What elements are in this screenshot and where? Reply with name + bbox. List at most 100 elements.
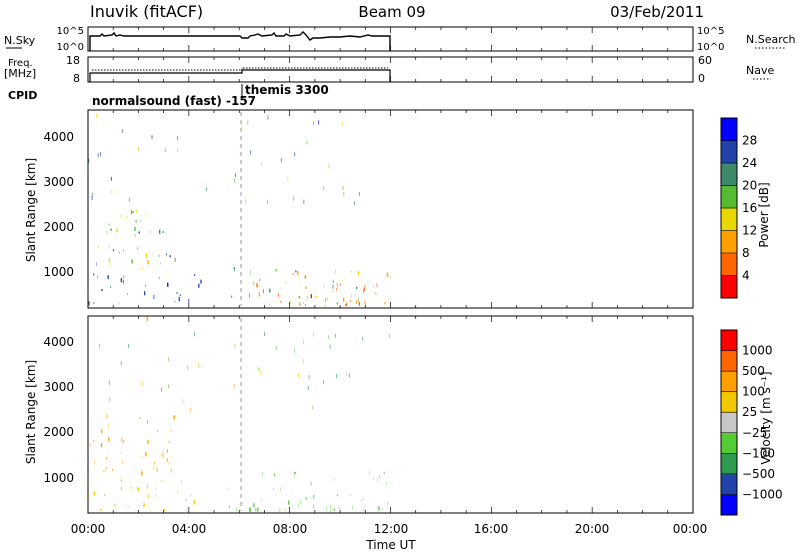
- data-cell: [110, 286, 112, 289]
- data-cell: [141, 471, 143, 476]
- velocity-cbar-tick-label: 1000: [742, 344, 773, 358]
- data-cell: [166, 457, 168, 462]
- data-cell: [185, 498, 187, 501]
- xtick-0400: 04:00: [172, 522, 207, 536]
- xtick-2000: 20:00: [575, 522, 610, 536]
- nave-trace: [92, 67, 388, 71]
- data-cell: [388, 333, 390, 338]
- velocity-cbar-swatch: [721, 371, 737, 393]
- axis-ticks: [87, 27, 694, 513]
- data-cell: [151, 135, 153, 140]
- data-cell: [256, 283, 258, 288]
- data-cell: [177, 136, 178, 141]
- data-cell: [298, 373, 299, 378]
- velocity-cbar-tick-label: −500: [742, 467, 775, 481]
- data-cell: [249, 507, 251, 512]
- data-cell: [323, 186, 325, 191]
- data-cell: [287, 176, 289, 181]
- data-cell: [166, 253, 168, 256]
- data-cell: [313, 332, 314, 337]
- data-cell: [92, 192, 93, 197]
- data-cell: [194, 273, 196, 276]
- data-cell: [336, 374, 337, 379]
- data-cell: [269, 288, 271, 293]
- power-cbar-label: Power [dB]: [757, 182, 771, 247]
- beam-title: Beam 09: [358, 3, 425, 21]
- data-cell: [386, 272, 388, 277]
- data-cell: [340, 283, 341, 286]
- data-cell: [146, 316, 148, 321]
- data-cell: [383, 471, 385, 474]
- data-cell: [299, 302, 301, 307]
- data-cell: [179, 294, 181, 297]
- data-cell: [162, 453, 164, 458]
- data-cell: [108, 437, 110, 442]
- data-cell: [198, 363, 200, 368]
- data-cell: [93, 491, 95, 496]
- power-cbar-swatch: [721, 140, 737, 164]
- data-cell: [310, 481, 312, 486]
- data-cell: [377, 505, 379, 508]
- xtick-1600: 16:00: [474, 522, 509, 536]
- data-cell: [277, 293, 279, 296]
- nave-tick-bottom: 0: [698, 72, 705, 85]
- velocity-cbar-tick-label: −1000: [742, 487, 783, 501]
- data-cell: [349, 373, 350, 378]
- xtick-2400: 00:00: [673, 522, 708, 536]
- data-cell: [141, 268, 143, 271]
- data-cell: [361, 499, 362, 502]
- data-cell: [343, 297, 345, 302]
- data-cell: [329, 344, 331, 349]
- power-ylabel: Slant Range [km]: [24, 158, 38, 262]
- power-frame: [87, 109, 694, 309]
- velocity-cbar-tick-label: −25: [742, 426, 767, 440]
- data-cell: [307, 385, 309, 390]
- data-cell: [305, 304, 306, 307]
- velocity-cbar-tick-label: −100: [742, 446, 775, 460]
- data-cell: [120, 486, 122, 491]
- data-cell: [110, 228, 112, 231]
- data-cell: [139, 417, 141, 420]
- data-cell: [182, 399, 184, 404]
- velocity-cbar-swatch: [721, 453, 737, 475]
- data-cell: [334, 333, 336, 338]
- data-cell: [106, 414, 108, 419]
- data-cell: [105, 467, 107, 470]
- data-cell: [305, 497, 307, 500]
- data-cell: [310, 294, 312, 299]
- power-colorbar: 28 24 20 16 12 8 4: [720, 117, 757, 299]
- data-cell: [135, 220, 137, 223]
- data-cell: [258, 292, 260, 297]
- data-cell: [333, 508, 335, 511]
- data-cell: [154, 462, 155, 465]
- data-cell: [259, 279, 261, 282]
- data-cell: [338, 505, 340, 510]
- data-cell: [363, 508, 365, 511]
- data-cell: [229, 505, 230, 508]
- power-cbar-swatch: [721, 163, 737, 186]
- power-ytick-1000: 1000: [43, 265, 74, 279]
- data-cell: [138, 231, 140, 234]
- power-cbar-swatch: [721, 118, 737, 141]
- data-cell: [342, 121, 344, 126]
- data-cell: [131, 210, 132, 215]
- data-cell: [234, 178, 235, 183]
- cpid-label-2: themis 3300: [245, 83, 329, 97]
- velocity-cbar-swatch: [721, 330, 737, 352]
- data-cell: [91, 196, 93, 201]
- data-cell: [240, 365, 242, 370]
- data-cell: [303, 339, 304, 344]
- data-cell: [144, 291, 146, 296]
- power-cbar-swatch: [721, 253, 737, 276]
- data-cell: [147, 419, 148, 424]
- nsearch-tick-top: 10^5: [697, 26, 724, 37]
- data-cell: [128, 197, 130, 202]
- data-cell: [88, 158, 90, 163]
- xtick-0800: 08:00: [273, 522, 308, 536]
- data-cell: [134, 226, 136, 231]
- data-cell: [336, 288, 337, 291]
- velocity-frame: [87, 315, 694, 514]
- velocity-data-marks: [88, 316, 390, 513]
- data-cell: [173, 415, 175, 420]
- data-cell: [234, 267, 235, 272]
